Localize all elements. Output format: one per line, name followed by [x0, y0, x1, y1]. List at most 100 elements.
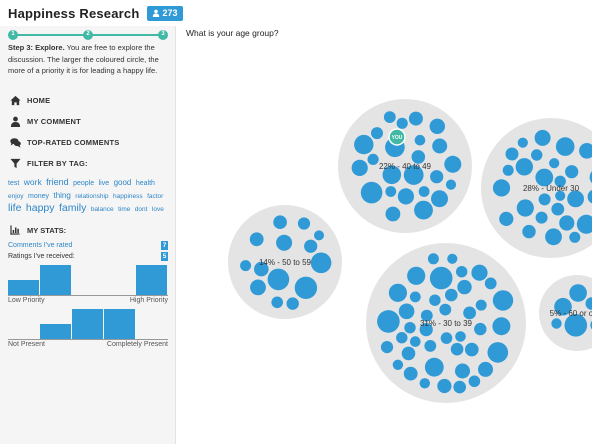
tag-time[interactable]: time — [118, 206, 131, 213]
comment-bubble[interactable] — [414, 134, 426, 146]
nav-home[interactable]: HOME — [8, 90, 170, 111]
you-bubble[interactable] — [388, 128, 406, 146]
comment-bubble[interactable] — [360, 181, 383, 204]
comment-bubble[interactable] — [444, 155, 462, 173]
comment-bubble[interactable] — [465, 342, 479, 357]
comment-bubble[interactable] — [535, 211, 548, 224]
progress-step-2[interactable]: 2 — [83, 30, 93, 40]
comment-bubble[interactable] — [516, 199, 534, 217]
comment-bubble[interactable] — [564, 314, 588, 337]
comment-bubble[interactable] — [250, 279, 266, 296]
tag-dont[interactable]: dont — [134, 206, 148, 213]
comment-bubble[interactable] — [297, 217, 311, 230]
age-group-5[interactable]: 5% - 60 or over — [539, 275, 592, 351]
comment-bubble[interactable] — [271, 296, 283, 309]
comment-bubble[interactable] — [267, 268, 290, 291]
comment-bubble[interactable] — [579, 143, 592, 159]
comment-bubble[interactable] — [569, 231, 581, 243]
comment-bubble[interactable] — [419, 378, 430, 389]
tag-health[interactable]: health — [135, 180, 155, 187]
comment-bubble[interactable] — [471, 264, 488, 281]
comment-bubble[interactable] — [397, 188, 414, 205]
comment-bubble[interactable] — [455, 363, 470, 379]
comment-bubble[interactable] — [385, 206, 401, 222]
comment-bubble[interactable] — [549, 158, 560, 169]
comment-bubble[interactable] — [401, 346, 416, 361]
nav-my-comment[interactable]: MY COMMENT — [8, 111, 170, 132]
comments-rated-link[interactable]: Comments I've rated — [8, 241, 73, 249]
comment-bubble[interactable] — [419, 323, 433, 337]
tag-happiness[interactable]: happiness — [112, 193, 143, 200]
comment-bubble[interactable] — [576, 214, 592, 234]
comment-bubble[interactable] — [484, 277, 497, 290]
comment-bubble[interactable] — [427, 253, 439, 265]
comment-bubble[interactable] — [431, 190, 448, 208]
comment-bubble[interactable] — [249, 232, 264, 247]
comment-bubble[interactable] — [404, 322, 416, 334]
age-group-2[interactable]: 28% - Under 30 — [481, 118, 592, 258]
comment-bubble[interactable] — [457, 279, 472, 295]
tag-love[interactable]: love — [151, 206, 164, 213]
comments-rated-row[interactable]: Comments I've rated 7 — [8, 240, 168, 250]
comment-bubble[interactable] — [388, 283, 407, 302]
comment-bubble[interactable] — [450, 342, 464, 356]
comment-bubble[interactable] — [587, 189, 592, 204]
comment-bubble[interactable] — [385, 186, 397, 197]
comment-bubble[interactable] — [414, 200, 433, 220]
comment-bubble[interactable] — [515, 158, 533, 176]
comment-bubble[interactable] — [555, 190, 566, 201]
comment-bubble[interactable] — [286, 297, 299, 310]
comment-bubble[interactable] — [429, 266, 453, 290]
comment-bubble[interactable] — [392, 359, 404, 370]
comment-bubble[interactable] — [396, 117, 408, 129]
comment-bubble[interactable] — [383, 111, 396, 123]
comment-bubble[interactable] — [499, 211, 514, 226]
comment-bubble[interactable] — [559, 215, 575, 231]
comment-bubble[interactable] — [377, 310, 400, 333]
comment-bubble[interactable] — [565, 165, 579, 179]
comment-bubble[interactable] — [502, 164, 514, 176]
age-group-3[interactable]: 14% - 50 to 59 — [228, 205, 342, 319]
comment-bubble[interactable] — [382, 165, 402, 185]
tag-friend[interactable]: friend — [46, 177, 69, 187]
age-group-1[interactable]: YOU 22% - 40 to 49 — [338, 99, 472, 233]
comment-bubble[interactable] — [545, 228, 562, 246]
tag-life[interactable]: life — [8, 202, 22, 214]
comment-bubble[interactable] — [403, 366, 418, 381]
comment-bubble[interactable] — [492, 317, 511, 336]
comment-bubble[interactable] — [408, 111, 423, 126]
comment-bubble[interactable] — [424, 340, 437, 352]
comment-bubble[interactable] — [410, 336, 421, 347]
comment-bubble[interactable] — [589, 169, 592, 186]
comment-bubble[interactable] — [463, 306, 476, 320]
comment-bubble[interactable] — [554, 175, 566, 187]
comment-bubble[interactable] — [551, 202, 565, 216]
comment-bubble[interactable] — [445, 179, 457, 190]
comment-bubble[interactable] — [517, 137, 528, 148]
comment-bubble[interactable] — [354, 134, 374, 155]
comment-bubble[interactable] — [310, 252, 332, 274]
tag-happy[interactable]: happy — [25, 202, 55, 214]
comment-bubble[interactable] — [304, 239, 318, 253]
tag-thing[interactable]: thing — [53, 191, 71, 200]
tag-factor[interactable]: factor — [147, 193, 164, 200]
tag-relationship[interactable]: relationship — [75, 193, 109, 200]
comment-bubble[interactable] — [475, 299, 487, 311]
progress-step-3[interactable]: 3 — [158, 30, 168, 40]
comment-bubble[interactable] — [453, 380, 467, 394]
age-group-4[interactable]: 31% - 30 to 39 — [366, 243, 526, 403]
nav-top-rated-comments[interactable]: TOP-RATED COMMENTS — [8, 132, 170, 153]
comment-bubble[interactable] — [396, 332, 408, 344]
tag-test[interactable]: test — [8, 180, 20, 187]
comment-bubble[interactable] — [273, 215, 287, 229]
tag-balance[interactable]: balance — [90, 206, 114, 213]
comment-bubble[interactable] — [351, 159, 368, 176]
comment-bubble[interactable] — [439, 303, 452, 316]
comment-bubble[interactable] — [468, 375, 481, 388]
comment-bubble[interactable] — [367, 153, 379, 165]
tag-work[interactable]: work — [23, 177, 42, 187]
comment-bubble[interactable] — [492, 179, 511, 197]
comment-bubble[interactable] — [474, 322, 487, 336]
comment-bubble[interactable] — [424, 357, 444, 377]
tag-live[interactable]: live — [98, 180, 110, 187]
